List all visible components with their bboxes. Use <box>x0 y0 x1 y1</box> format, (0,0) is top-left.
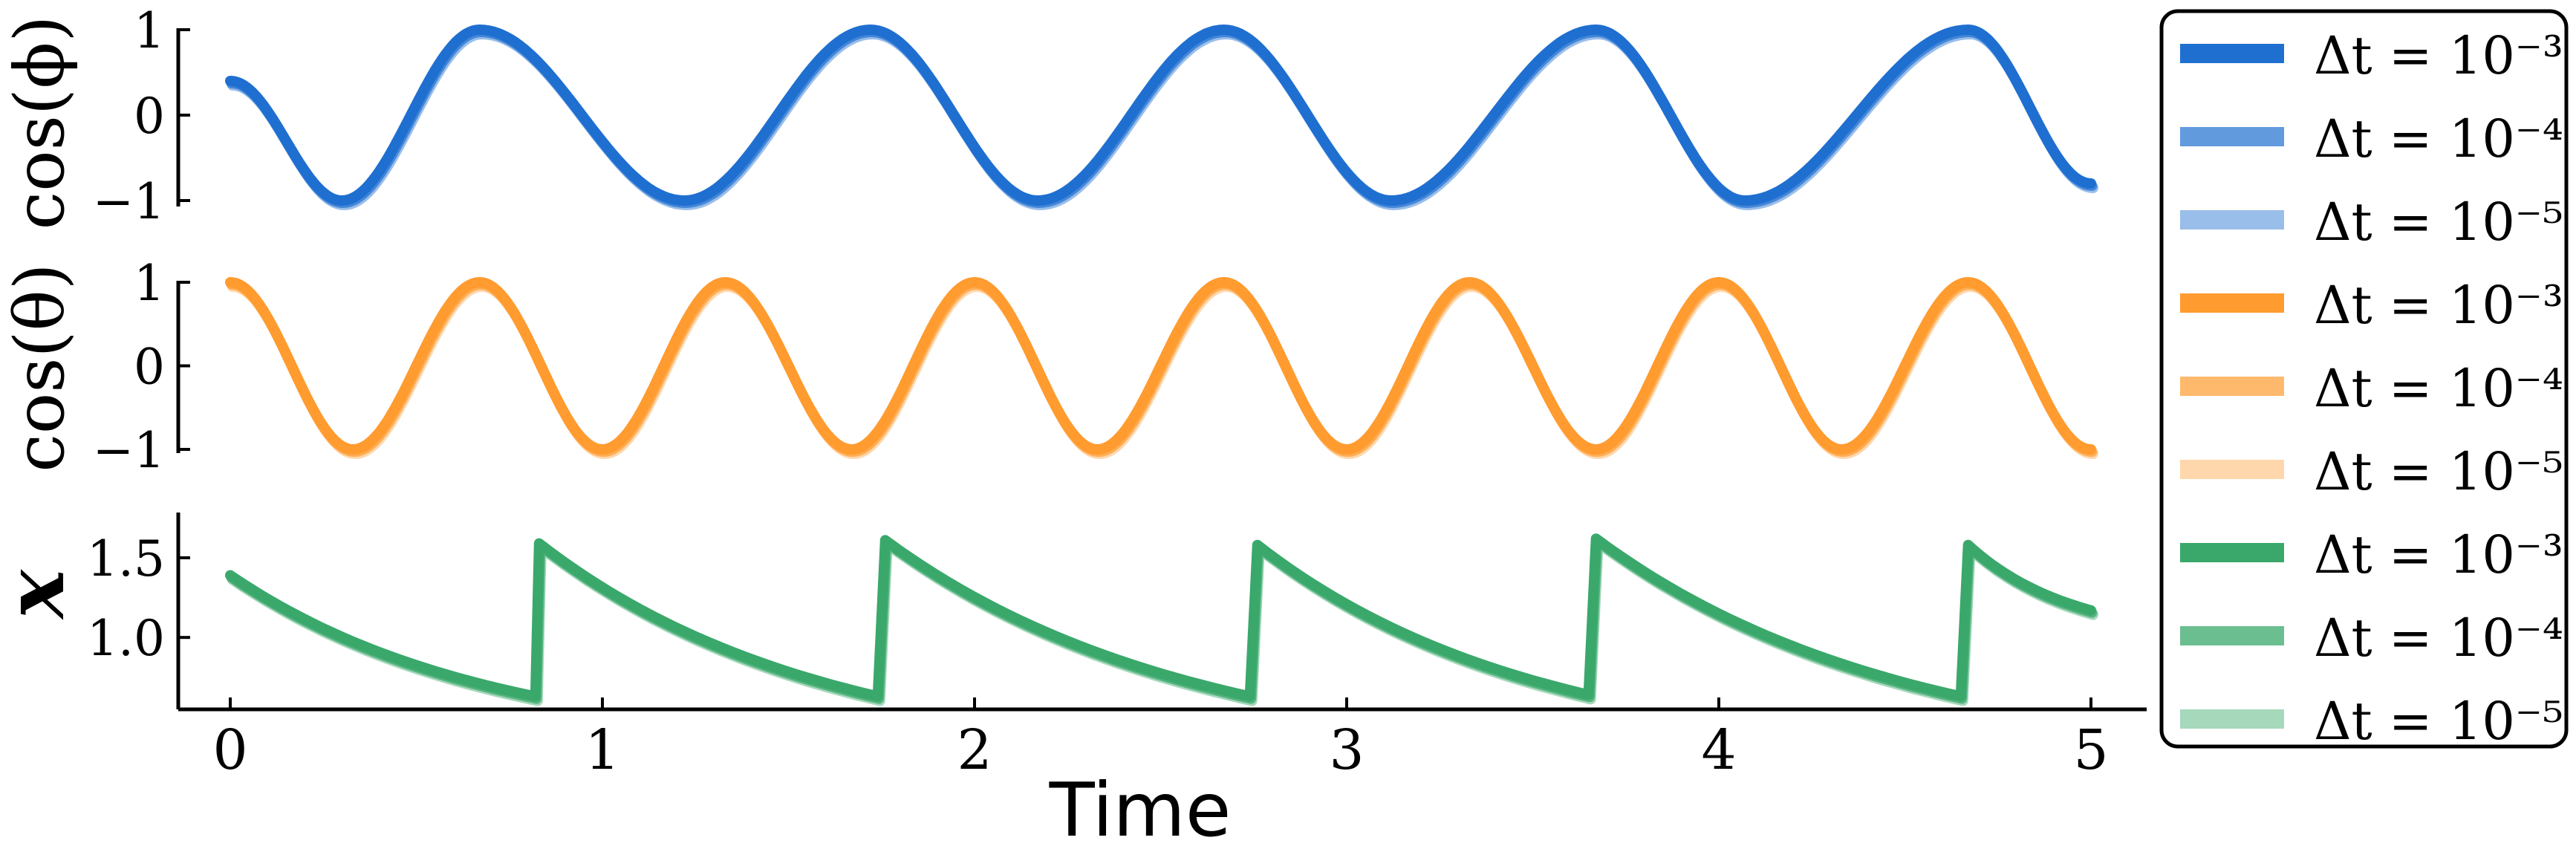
y-tick-label-x: 1.0 <box>87 610 165 667</box>
x-axis-label: Time <box>1049 767 1232 849</box>
series-line-x-0 <box>225 533 2096 702</box>
legend-label-cos_theta-2: Δt = 10⁻⁵ <box>2314 441 2563 502</box>
series-line-cos_phi-0 <box>225 25 2096 206</box>
x-tick-label: 3 <box>1329 718 1364 782</box>
y-tick-label-cos_phi: −1 <box>93 173 165 230</box>
series-line-cos_phi-2 <box>227 29 2098 210</box>
legend-box <box>2159 9 2569 749</box>
x-tick-label: 2 <box>957 718 992 782</box>
y-axis-label-x: x <box>0 569 82 620</box>
legend-label-cos_phi-0: Δt = 10⁻³ <box>2314 25 2563 86</box>
x-tick-label: 0 <box>212 718 247 782</box>
legend-label-cos_theta-0: Δt = 10⁻³ <box>2314 275 2563 336</box>
legend-label-x-1: Δt = 10⁻⁴ <box>2314 608 2563 669</box>
legend: Δt = 10⁻³ Δt = 10⁻⁴ Δt = 10⁻⁵ Δt = 10⁻³ Δt =… <box>2159 9 2569 752</box>
legend-label-x-0: Δt = 10⁻³ <box>2314 524 2563 585</box>
x-tick-label: 4 <box>1701 718 1736 782</box>
y-axis-label-cos_theta: cos(θ) <box>0 263 79 472</box>
y-tick-label-cos_phi: 0 <box>134 88 165 145</box>
y-tick-label-x: 1.5 <box>87 530 165 588</box>
legend-label-cos_phi-1: Δt = 10⁻⁴ <box>2314 108 2563 169</box>
y-tick-label-cos_theta: 0 <box>134 339 165 396</box>
x-tick-label: 5 <box>2073 718 2108 782</box>
y-tick-label-cos_phi: 1 <box>134 2 165 59</box>
legend-label-cos_theta-1: Δt = 10⁻⁴ <box>2314 358 2563 419</box>
series-line-cos_theta-0 <box>225 277 2096 455</box>
y-tick-label-cos_theta: 1 <box>134 255 165 312</box>
x-tick-label: 1 <box>585 718 619 782</box>
y-tick-label-cos_theta: −1 <box>93 422 165 479</box>
y-axis-label-cos_phi: cos(ϕ) <box>0 16 79 230</box>
legend-label-cos_phi-2: Δt = 10⁻⁵ <box>2314 192 2563 253</box>
legend-label-x-2: Δt = 10⁻⁵ <box>2314 691 2563 752</box>
